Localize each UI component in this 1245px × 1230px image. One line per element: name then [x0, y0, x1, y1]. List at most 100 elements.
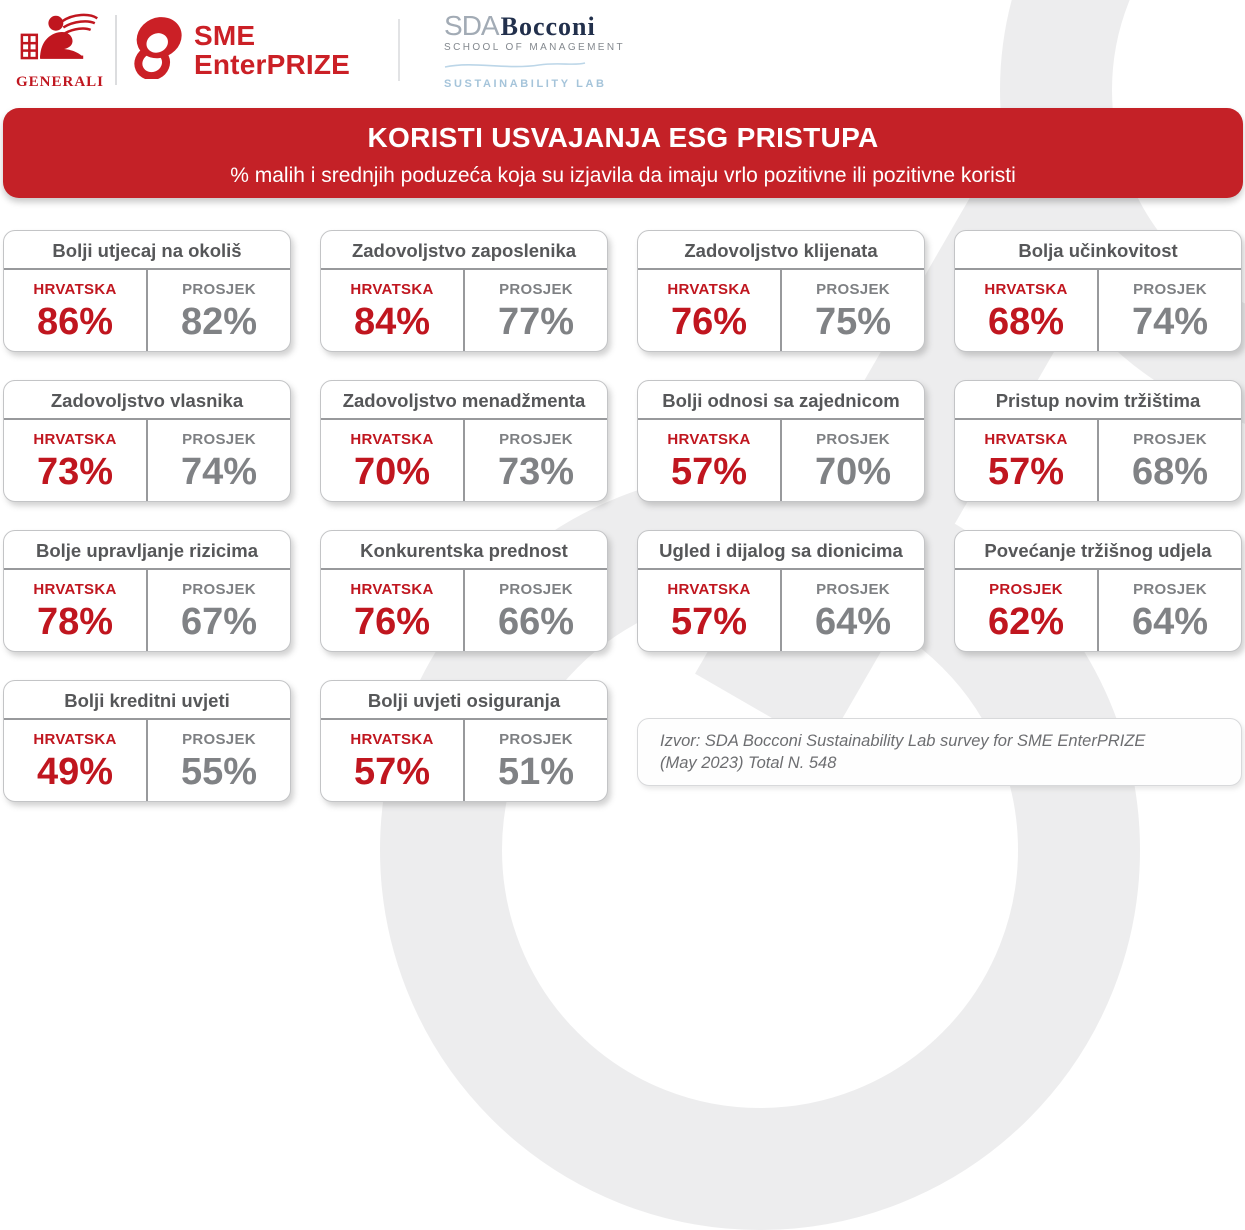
average-label: PROSJEK: [182, 281, 256, 298]
country-label: HRVATSKA: [350, 581, 434, 598]
average-column: PROSJEK 82%: [148, 270, 290, 351]
country-column: HRVATSKA 68%: [955, 270, 1099, 351]
benefit-values: HRVATSKA 86% PROSJEK 82%: [4, 270, 290, 351]
benefit-card: Ugled i dijalog sa dionicima HRVATSKA 57…: [637, 530, 925, 652]
source-line1: Izvor: SDA Bocconi Sustainability Lab su…: [660, 732, 1146, 750]
sda-wordmark: SDA: [444, 10, 500, 41]
average-label: PROSJEK: [182, 581, 256, 598]
country-label: HRVATSKA: [350, 731, 434, 748]
country-column: HRVATSKA 78%: [4, 570, 148, 651]
header-divider: [115, 15, 117, 85]
benefit-title: Bolji utjecaj na okoliš: [4, 231, 290, 270]
country-label: HRVATSKA: [33, 731, 117, 748]
generali-wordmark: GENERALI: [15, 73, 105, 90]
benefit-title: Konkurentska prednost: [321, 531, 607, 570]
benefit-card: Bolje upravljanje rizicima HRVATSKA 78% …: [3, 530, 291, 652]
average-value: 51%: [497, 751, 575, 793]
average-label: PROSJEK: [816, 431, 890, 448]
average-column: PROSJEK 64%: [1099, 570, 1241, 651]
benefit-values: HRVATSKA 76% PROSJEK 75%: [638, 270, 924, 351]
benefit-values: HRVATSKA 57% PROSJEK 68%: [955, 420, 1241, 501]
benefit-card: Zadovoljstvo zaposlenika HRVATSKA 84% PR…: [320, 230, 608, 352]
average-label: PROSJEK: [499, 581, 573, 598]
country-value: 57%: [987, 451, 1065, 493]
average-label: PROSJEK: [1133, 431, 1207, 448]
country-value: 68%: [987, 301, 1065, 343]
country-value: 73%: [36, 451, 114, 493]
average-value: 82%: [180, 301, 258, 343]
sme-swirl-icon: [128, 16, 188, 84]
wave-line-icon: [444, 56, 625, 74]
country-label: HRVATSKA: [33, 581, 117, 598]
benefit-title: Zadovoljstvo zaposlenika: [321, 231, 607, 270]
benefit-title: Bolji odnosi sa zajednicom: [638, 381, 924, 420]
average-value: 75%: [814, 301, 892, 343]
country-column: HRVATSKA 73%: [4, 420, 148, 501]
source-note: Izvor: SDA Bocconi Sustainability Lab su…: [637, 718, 1242, 786]
average-value: 64%: [1131, 601, 1209, 643]
average-column: PROSJEK 70%: [782, 420, 924, 501]
average-label: PROSJEK: [816, 581, 890, 598]
benefit-values: HRVATSKA 57% PROSJEK 64%: [638, 570, 924, 651]
sme-enterprize-logo: SME EnterPRIZE: [128, 16, 350, 84]
average-label: PROSJEK: [499, 431, 573, 448]
benefit-card: Bolji odnosi sa zajednicom HRVATSKA 57% …: [637, 380, 925, 502]
average-label: PROSJEK: [1133, 281, 1207, 298]
benefit-values: HRVATSKA 76% PROSJEK 66%: [321, 570, 607, 651]
average-label: PROSJEK: [499, 731, 573, 748]
benefit-values: HRVATSKA 70% PROSJEK 73%: [321, 420, 607, 501]
benefit-card: Bolja učinkovitost HRVATSKA 68% PROSJEK …: [954, 230, 1242, 352]
country-value: 78%: [36, 601, 114, 643]
average-column: PROSJEK 66%: [465, 570, 607, 651]
sme-line2: EnterPRIZE: [194, 49, 351, 80]
country-label: HRVATSKA: [667, 431, 751, 448]
average-label: PROSJEK: [499, 281, 573, 298]
country-column: HRVATSKA 70%: [321, 420, 465, 501]
title-banner: KORISTI USVAJANJA ESG PRISTUPA % malih i…: [3, 108, 1243, 198]
benefit-title: Bolje upravljanje rizicima: [4, 531, 290, 570]
average-column: PROSJEK 77%: [465, 270, 607, 351]
benefit-title: Povećanje tržišnog udjela: [955, 531, 1241, 570]
average-label: PROSJEK: [1133, 581, 1207, 598]
country-label: HRVATSKA: [984, 431, 1068, 448]
country-label: HRVATSKA: [984, 281, 1068, 298]
average-column: PROSJEK 55%: [148, 720, 290, 801]
benefit-card: Konkurentska prednost HRVATSKA 76% PROSJ…: [320, 530, 608, 652]
benefit-card: Bolji kreditni uvjeti HRVATSKA 49% PROSJ…: [3, 680, 291, 802]
benefit-values: HRVATSKA 68% PROSJEK 74%: [955, 270, 1241, 351]
benefits-grid: Bolji utjecaj na okoliš HRVATSKA 86% PRO…: [3, 230, 1243, 802]
benefit-values: HRVATSKA 57% PROSJEK 70%: [638, 420, 924, 501]
average-label: PROSJEK: [182, 431, 256, 448]
benefit-card: Zadovoljstvo klijenata HRVATSKA 76% PROS…: [637, 230, 925, 352]
header: GENERALI SME EnterPRIZE SDA Bocconi SCHO…: [0, 0, 1245, 100]
average-column: PROSJEK 75%: [782, 270, 924, 351]
average-label: PROSJEK: [816, 281, 890, 298]
country-column: HRVATSKA 76%: [321, 570, 465, 651]
benefit-title: Zadovoljstvo menadžmenta: [321, 381, 607, 420]
country-column: HRVATSKA 76%: [638, 270, 782, 351]
average-value: 74%: [180, 451, 258, 493]
average-value: 66%: [497, 601, 575, 643]
country-label: PROSJEK: [989, 581, 1063, 598]
country-value: 86%: [36, 301, 114, 343]
country-column: PROSJEK 62%: [955, 570, 1099, 651]
country-column: HRVATSKA 57%: [638, 570, 782, 651]
source-line2: (May 2023) Total N. 548: [660, 754, 837, 772]
benefit-card: Povećanje tržišnog udjela PROSJEK 62% PR…: [954, 530, 1242, 652]
sme-wordmark: SME EnterPRIZE: [194, 21, 350, 79]
bocconi-wordmark: Bocconi: [500, 12, 596, 41]
benefit-card: Zadovoljstvo vlasnika HRVATSKA 73% PROSJ…: [3, 380, 291, 502]
country-column: HRVATSKA 49%: [4, 720, 148, 801]
average-column: PROSJEK 74%: [1099, 270, 1241, 351]
country-value: 76%: [670, 301, 748, 343]
benefit-title: Ugled i dijalog sa dionicima: [638, 531, 924, 570]
country-label: HRVATSKA: [350, 431, 434, 448]
sda-bocconi-logo: SDA Bocconi SCHOOL OF MANAGEMENT SUSTAIN…: [444, 10, 625, 90]
country-label: HRVATSKA: [667, 281, 751, 298]
benefit-card: Zadovoljstvo menadžmenta HRVATSKA 70% PR…: [320, 380, 608, 502]
benefit-title: Bolja učinkovitost: [955, 231, 1241, 270]
benefit-title: Bolji uvjeti osiguranja: [321, 681, 607, 720]
average-column: PROSJEK 68%: [1099, 420, 1241, 501]
sustainability-lab-label: SUSTAINABILITY LAB: [444, 78, 607, 90]
benefit-card: Pristup novim tržištima HRVATSKA 57% PRO…: [954, 380, 1242, 502]
